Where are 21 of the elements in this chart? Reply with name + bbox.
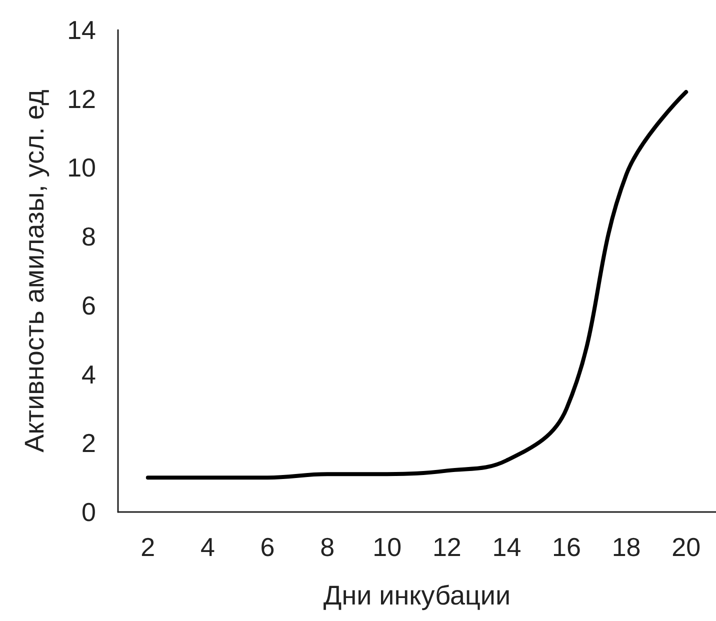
x-tick-label: 4 [200,532,215,562]
y-tick-label: 14 [67,15,96,45]
y-axis-title: Активность амилазы, усл. ед [20,89,50,452]
y-tick-label: 12 [67,84,96,114]
x-tick-label: 2 [140,532,156,562]
y-tick-label: 0 [82,497,96,527]
y-tick-label: 8 [82,222,96,252]
x-tick-label: 20 [672,532,701,562]
x-tick-label: 8 [320,532,335,562]
x-tick-label: 6 [260,532,275,562]
y-tick-label: 2 [82,428,96,458]
y-tick-label: 6 [82,290,96,320]
x-tick-label: 18 [612,532,641,562]
y-tick-label: 10 [67,152,96,183]
x-tick-label: 10 [372,532,402,562]
x-tick-label: 14 [492,532,522,562]
x-axis-title: Дни инкубации [323,580,511,610]
x-tick-label: 16 [552,532,581,562]
y-tick-label: 4 [82,359,96,390]
x-tick-label: 12 [432,532,462,562]
line-series [146,90,688,480]
